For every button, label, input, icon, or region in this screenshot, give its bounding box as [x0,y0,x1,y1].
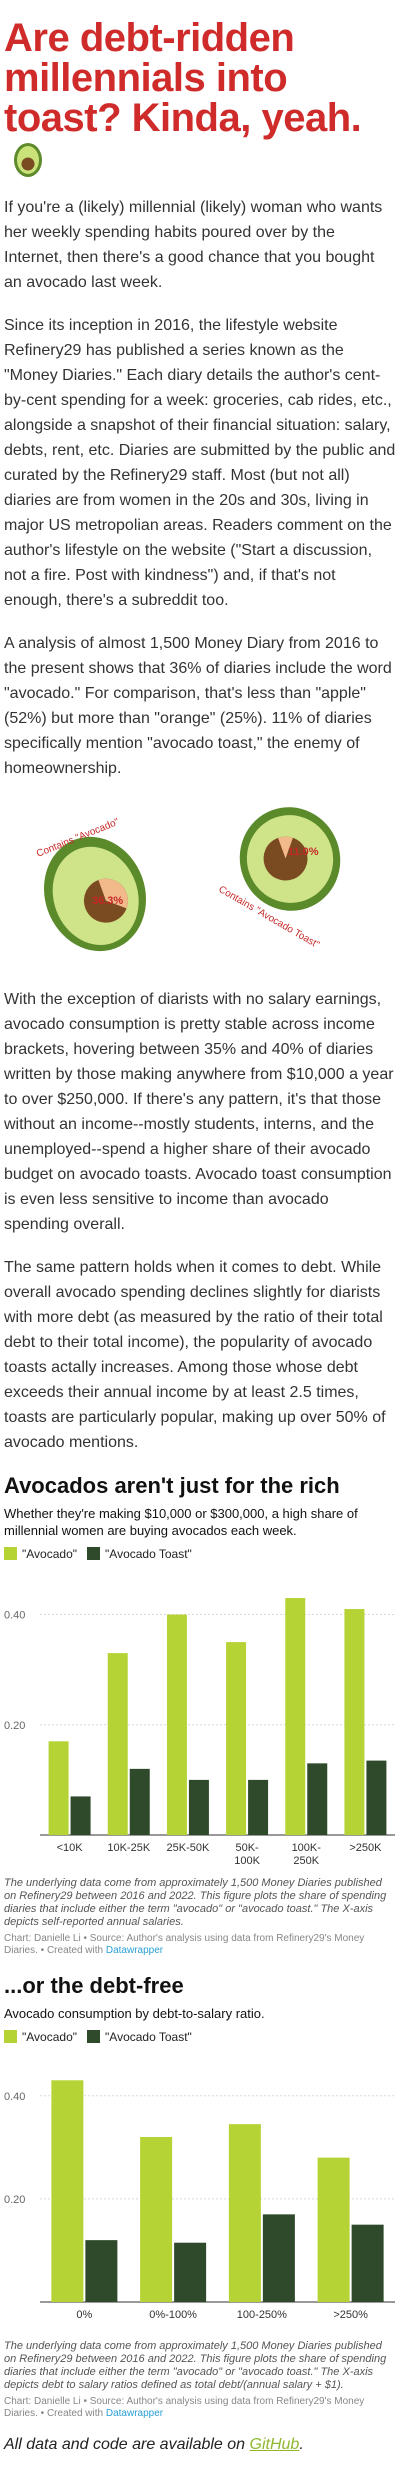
bar-avocado-toast[interactable] [85,2240,118,2302]
chart-1-note: The underlying data come from approximat… [4,1877,387,1928]
bar-avocado-toast[interactable] [307,1763,328,1835]
chart-2-credit: Chart: Danielle Li • Source: Author's an… [4,2396,365,2419]
bar-avocado-toast[interactable] [129,1768,150,1835]
avocado-pie-slice [98,878,128,909]
bar-avocado[interactable] [228,2124,261,2302]
legend-label-toast: "Avocado Toast" [105,1547,192,1561]
page-title: Are debt-ridden millennials into toast? … [4,18,396,185]
y-tick-label: 0.20 [4,2194,25,2206]
bar-avocado-toast[interactable] [188,1779,209,1835]
chart-2-note: The underlying data come from approximat… [4,2340,387,2391]
legend-swatch-avocado [4,1547,17,1560]
y-tick-label: 0.20 [4,1720,25,1732]
bar-avocado[interactable] [107,1653,128,1835]
paragraph-4: With the exception of diarists with no s… [4,991,394,1233]
x-tick-label: 25K-50K [167,1842,210,1854]
bar-avocado[interactable] [166,1614,187,1835]
datawrapper-link-1[interactable]: Datawrapper [105,1945,164,1956]
bar-avocado[interactable] [140,2137,173,2302]
avocado-pie-graphic: Contains "Avocado" 36.3% Contains "Avoca… [0,799,400,969]
x-tick-label: 10K-25K [107,1842,150,1854]
x-tick-label: 100-250% [237,2309,287,2321]
bar-avocado[interactable] [317,2157,350,2302]
chart-2-heading: ...or the debt-free [4,1973,184,1998]
y-tick-label: 0.40 [4,1610,25,1622]
legend-swatch-toast [87,1547,101,1560]
legend-label-avocado: "Avocado" [22,1547,78,1561]
paragraph-3: A analysis of almost 1,500 Money Diary f… [4,635,392,777]
income-bar-chart: 0.40 0.20 <10K 10K-25K 25K-50K 50K-100K 100K-2… [4,1598,395,1867]
avocado-2 [239,807,341,911]
legend-swatch-avocado-2 [4,2030,17,2043]
legend-swatch-toast-2 [87,2030,101,2043]
paragraph-1: If you're a (likely) millennial (likely)… [4,199,383,291]
avocado-2-pct: 11.0% [288,846,319,858]
github-link[interactable]: GitHub [249,2436,300,2453]
bar-avocado-toast[interactable] [262,2214,295,2302]
bar-avocado[interactable] [48,1741,69,1835]
bar-avocado-toast[interactable] [70,1796,91,1835]
legend-avocado: "Avocado" [4,1547,77,1561]
x-tick-label: 250K [293,1855,319,1867]
bar-avocado-toast[interactable] [248,1779,269,1835]
legend-label-avocado-2: "Avocado" [22,2030,78,2044]
bar-avocado-toast[interactable] [174,2242,207,2302]
bar-avocado-toast[interactable] [351,2224,384,2302]
x-tick-label: 0% [76,2309,92,2321]
x-tick-label: >250% [333,2309,368,2321]
legend-toast-2: "Avocado Toast" [87,2030,192,2044]
x-tick-label: 0%-100% [149,2309,197,2321]
legend-label-toast-2: "Avocado Toast" [105,2030,192,2044]
debt-bar-chart: 0.40 0.20 0% 0%-100% 100-250% >250% [4,2080,395,2321]
x-tick-label: 100K- [292,1842,322,1854]
chart-1-legend: "Avocado" "Avocado Toast" [4,1547,396,1561]
article: Are debt-ridden millennials into toast? … [0,18,400,2454]
bar-avocado[interactable] [285,1598,306,1835]
legend-toast: "Avocado Toast" [87,1547,192,1561]
avocado-toast-pie-slice [278,836,293,859]
chart-1-credit: Chart: Danielle Li • Source: Author's an… [4,1933,365,1956]
x-tick-label: 50K- [235,1842,259,1854]
chart-1-subtitle: Whether they're making $10,000 or $300,0… [4,1506,358,1538]
page-title-text: Are debt-ridden millennials into toast? … [4,16,362,140]
legend-avocado-2: "Avocado" [4,2030,77,2044]
chart-2-subtitle: Avocado consumption by debt-to-salary ra… [4,2006,265,2021]
footer-note: All data and code are available on GitHu… [4,2436,304,2453]
y-tick-label: 0.40 [4,2091,25,2103]
x-tick-label: >250K [349,1842,382,1854]
avocado-1-pct: 36.3% [92,895,123,907]
bar-avocado[interactable] [51,2080,84,2302]
datawrapper-link-2[interactable]: Datawrapper [105,2408,164,2419]
x-tick-label: 100K [234,1855,260,1867]
avocado-icon [8,138,48,185]
income-chart-section: Avocados aren't just for the rich Whethe… [0,1473,400,1957]
bar-avocado[interactable] [344,1609,365,1835]
chart-1-heading: Avocados aren't just for the rich [4,1473,340,1498]
paragraph-2: Since its inception in 2016, the lifesty… [4,317,396,609]
paragraph-5: The same pattern holds when it comes to … [4,1259,386,1451]
bar-avocado[interactable] [226,1642,247,1835]
chart-2-legend: "Avocado" "Avocado Toast" [4,2030,396,2044]
x-tick-label: <10K [57,1842,84,1854]
debt-chart-section: ...or the debt-free Avocado consumption … [0,1973,400,2420]
bar-avocado-toast[interactable] [366,1760,387,1835]
avocado-1 [43,836,147,952]
